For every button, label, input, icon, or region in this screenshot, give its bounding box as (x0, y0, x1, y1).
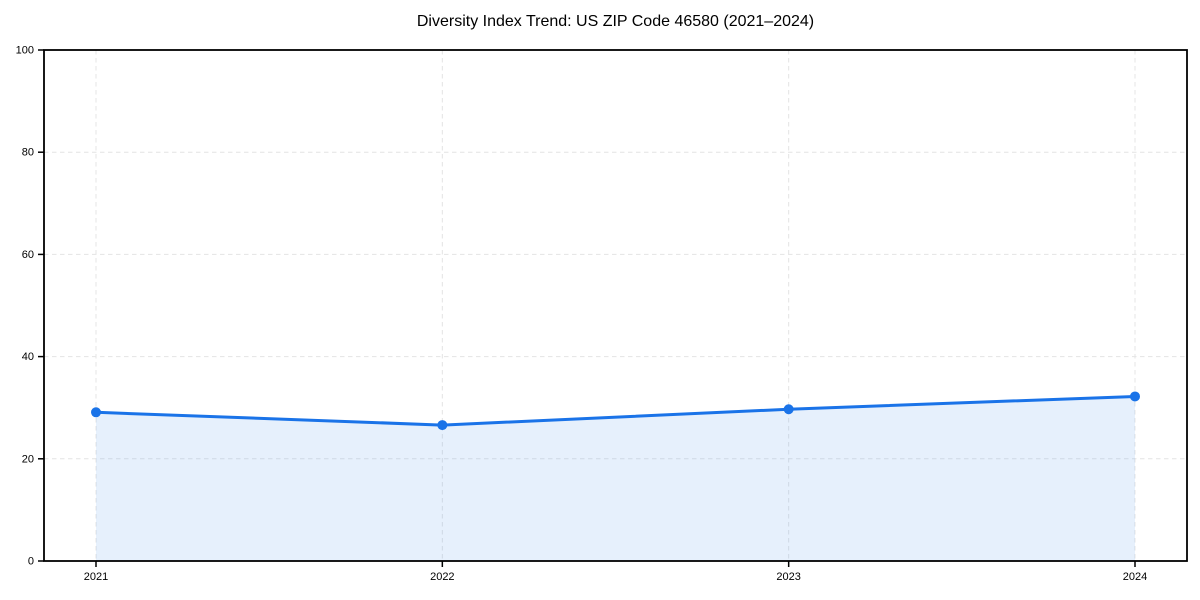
y-tick-label: 100 (16, 45, 34, 57)
y-axis: 0 20 40 60 80 100 (16, 45, 44, 568)
area-fill (96, 396, 1135, 561)
data-point (437, 420, 448, 431)
data-point (783, 404, 794, 415)
x-tick-label: 2022 (430, 571, 454, 583)
chart-title: Diversity Index Trend: US ZIP Code 46580… (416, 13, 815, 30)
plot-border (43, 49, 1188, 562)
y-tick-label: 60 (22, 249, 34, 261)
y-tick-label: 40 (22, 351, 34, 363)
x-tick-label: 2021 (84, 571, 108, 583)
x-tick-label: 2024 (1123, 571, 1147, 583)
y-tick-label: 0 (28, 556, 34, 568)
y-tick-label: 80 (22, 147, 34, 159)
x-axis: 2021 2022 2023 2024 (84, 561, 1147, 583)
y-tick-label: 20 (22, 453, 34, 465)
data-point (91, 407, 101, 418)
trend-line (94, 394, 1137, 427)
data-points (91, 391, 1140, 431)
x-tick-label: 2023 (776, 571, 800, 583)
data-point (1130, 391, 1140, 402)
